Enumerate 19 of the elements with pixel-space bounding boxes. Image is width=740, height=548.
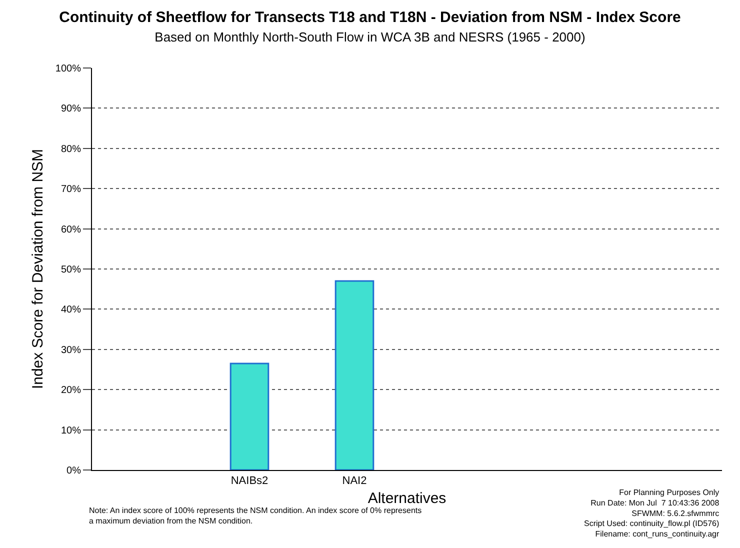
text: Note: An index score of 100% represents the NSM condition. An index score of 0% represents a maximum deviation from the NSM condition.: [89, 506, 422, 526]
y-tick-label: 30%: [60, 344, 82, 356]
y-tick-label: 40%: [60, 304, 82, 316]
chart-subtitle: Based on Monthly North-South Flow in WCA 3B and NESRS (1965 - 2000): [154, 29, 586, 44]
y-tick-label: 10%: [60, 425, 82, 436]
y-tick-label: 60%: [60, 224, 82, 236]
y-tick-label: 0%: [66, 466, 82, 476]
y-tick-label: 50%: [60, 264, 82, 276]
y-tick-label: 80%: [60, 144, 82, 155]
x-tick-label: NAI2: [342, 475, 367, 488]
y-tick-label: 90%: [60, 104, 82, 115]
y-tick-label: 70%: [60, 184, 82, 196]
chart-title: Continuity of Sheetflow for Transects T18 and T18N - Deviation from NSM - Index Score: [59, 8, 681, 26]
x-tick-label: NAIBs2: [230, 475, 268, 488]
x-axis-title: Alternatives: [368, 490, 446, 508]
y-tick-label: 20%: [60, 385, 82, 396]
y-axis-title: Index Score for Deviation from NSM: [30, 148, 47, 390]
y-tick-label: 100%: [55, 64, 82, 74]
text: For Planning Purposes Only Run Date: Mon Jul 7 10:43:36 2008 SFWMM: 5.6.2.sfwmmrc Script Used: continuity_flow.pl (ID576) Filename: cont_runs_continuity.agr: [584, 488, 720, 539]
